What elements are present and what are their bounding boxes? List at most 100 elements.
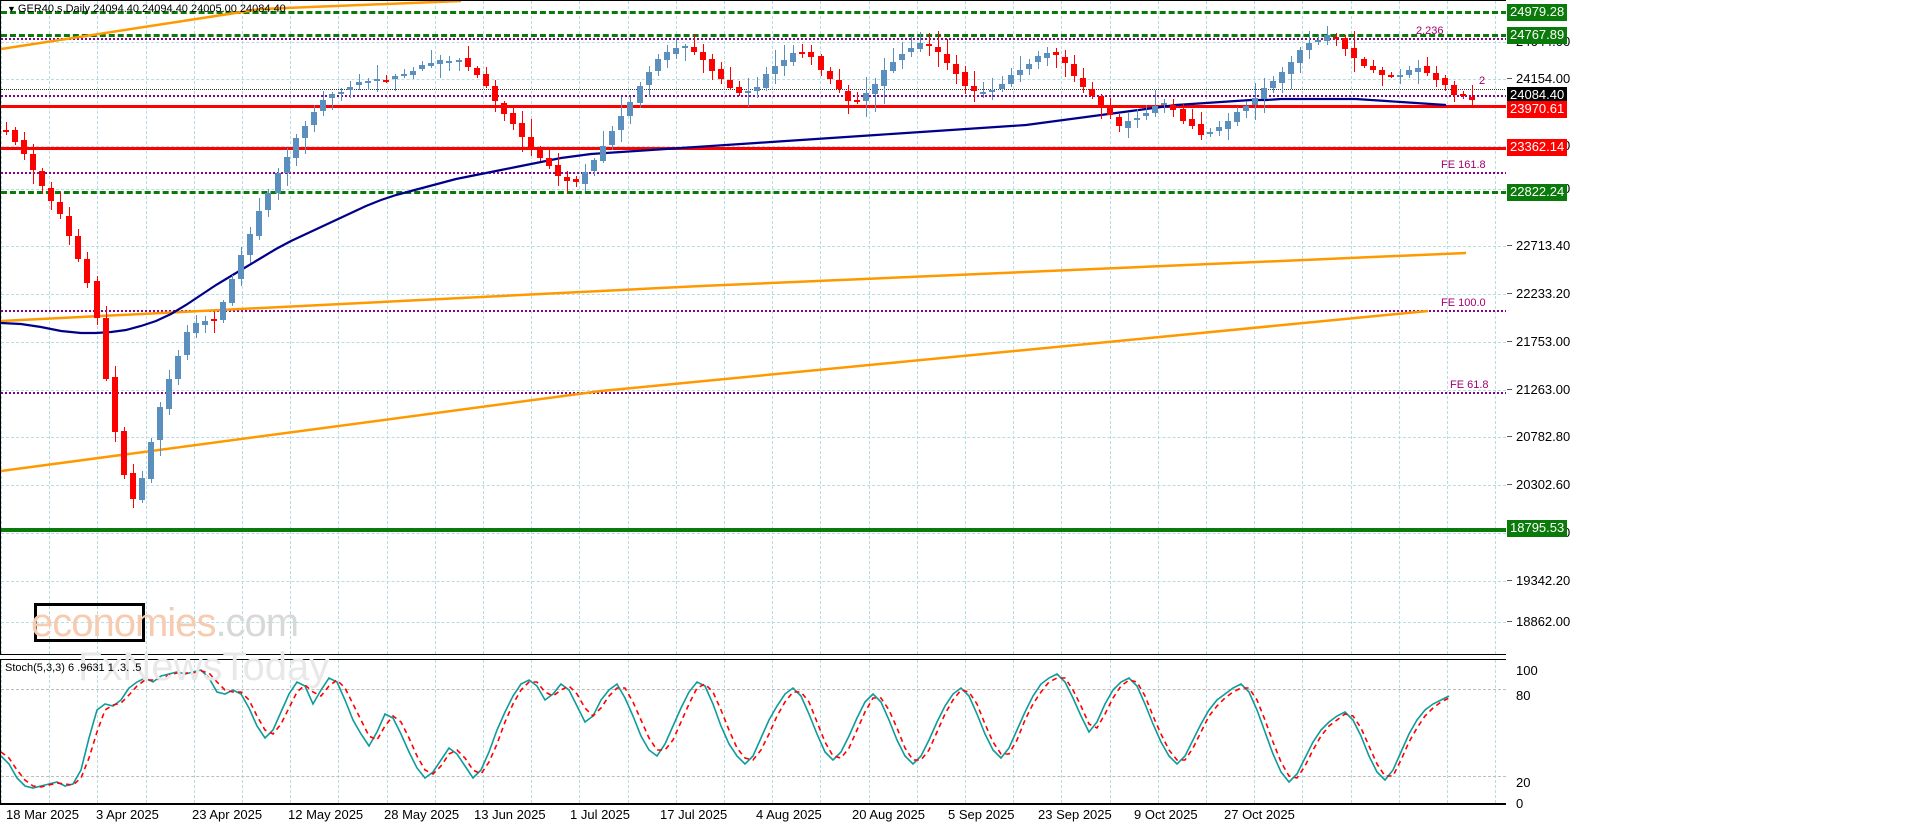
candle-body (1460, 93, 1467, 96)
price-chart-panel[interactable]: ▼ GER40.s,Daily 24094.40 24094.40 24005.0… (0, 0, 1506, 655)
candle-body (1161, 103, 1168, 106)
grid-line-v (97, 660, 99, 803)
grid-line-v (579, 660, 581, 803)
symbol-ohlc-text: GER40.s,Daily 24094.40 24094.40 24005.00… (17, 3, 286, 15)
stochastic-indicator-panel[interactable]: Stoch(5,3,3) 6 .9631 1 .3. .5 (0, 659, 1506, 804)
candle-body (745, 91, 752, 94)
candle-body (319, 99, 326, 112)
candle-wick (856, 91, 858, 104)
fib-label: FE 61.8 (1450, 379, 1489, 391)
candle-body (1007, 74, 1014, 85)
candle-wick (983, 81, 985, 99)
candle-body (111, 376, 118, 433)
axis-tick-mark (1507, 580, 1512, 581)
support-18795-line[interactable] (1, 528, 1506, 532)
candle-body (717, 69, 724, 79)
candle-wick (386, 75, 388, 83)
price-axis[interactable] (1506, 0, 1916, 840)
grid-line-v (483, 660, 484, 803)
candle-body (3, 129, 9, 132)
grid-line-v (1495, 660, 1497, 803)
grid-line-v (386, 660, 388, 803)
candle-body (763, 73, 770, 88)
candle-body (1025, 64, 1032, 69)
resistance-24767-line[interactable] (1, 34, 1506, 37)
fib-2236-line[interactable] (1, 38, 1506, 40)
candle-wick (911, 36, 912, 57)
price-tag-green[interactable]: 24979.28 (1507, 4, 1568, 21)
candle-wick (358, 73, 360, 90)
candle-body (1125, 121, 1132, 129)
candle-body (908, 47, 914, 53)
chart-symbol-header: ▼ GER40.s,Daily 24094.40 24094.40 24005.0… (7, 3, 286, 15)
triangle-down-icon[interactable]: ▼ (7, 4, 16, 14)
date-axis-label: 20 Aug 2025 (852, 807, 926, 822)
candle-body (75, 235, 82, 260)
grid-line-h (1, 79, 1506, 80)
candle-body (935, 47, 942, 53)
candle-body (102, 317, 109, 379)
date-axis-label: 4 Aug 2025 (756, 807, 822, 822)
candle-body (518, 122, 525, 138)
price-tag-green[interactable]: 18795.53 (1507, 520, 1568, 537)
stoch-scale-label: 20 (1516, 775, 1531, 790)
candle-body (1061, 56, 1068, 64)
candle-body (1396, 74, 1403, 78)
candle-body (283, 156, 290, 173)
grid-line-v (531, 660, 533, 803)
candle-body (1197, 124, 1204, 135)
axis-tick-mark (1507, 621, 1512, 622)
candle-body (374, 79, 381, 82)
date-axis-label: 17 Jul 2025 (660, 807, 728, 822)
candle-body (48, 187, 55, 201)
candle-wick (395, 73, 397, 92)
stochastic-label-text: Stoch(5,3,3) 6 .9631 1 .3. .5 (5, 662, 142, 674)
candle-body (971, 85, 978, 91)
candle-wick (802, 43, 804, 59)
candle-body (1306, 42, 1313, 50)
candle-body (871, 84, 878, 94)
candle-body (844, 91, 851, 101)
candle-body (835, 79, 842, 90)
candle-body (1134, 118, 1141, 121)
candle-body (93, 281, 100, 319)
candle-wick (458, 57, 460, 72)
candle-wick (1472, 84, 1474, 108)
candle-body (600, 145, 607, 162)
price-tag-green[interactable]: 24767.89 (1507, 27, 1568, 44)
grid-line-v (193, 660, 195, 803)
price-tag-red[interactable]: 23362.14 (1507, 139, 1568, 156)
grid-line-h (1, 581, 1506, 582)
candle-body (1034, 56, 1041, 63)
candle-body (383, 79, 390, 82)
candle-body (989, 90, 996, 93)
stoch-level-20 (1, 689, 1506, 690)
grid-line-v (772, 660, 774, 803)
axis-tick-mark (1507, 389, 1512, 390)
price-tag-green[interactable]: 22822.24 (1507, 184, 1568, 201)
candle-body (681, 46, 688, 49)
grid-line-h (1, 485, 1506, 486)
axis-tick-mark (1507, 436, 1512, 437)
resistance-24979-line[interactable] (1, 11, 1506, 14)
grid-line-v (1350, 660, 1352, 803)
candle-body (1251, 97, 1258, 105)
price-tag-black[interactable]: 24084.40 (1507, 87, 1568, 104)
date-axis-label: 5 Sep 2025 (948, 807, 1015, 822)
candle-body (1441, 78, 1448, 86)
pivot-dotted-line[interactable] (1, 89, 1506, 90)
candle-body (799, 51, 806, 54)
candle-wick (1064, 50, 1066, 78)
price-tag-red[interactable]: 23970.61 (1507, 101, 1568, 118)
stoch-scale-label: 100 (1516, 663, 1538, 678)
candle-body (1206, 132, 1213, 135)
candle-body (898, 53, 905, 61)
candle-body (1215, 127, 1222, 131)
grid-line-v (434, 660, 436, 803)
candle-body (555, 164, 562, 177)
axis-tick-label: 24154.00 (1516, 71, 1571, 86)
fib-2000-line[interactable] (1, 95, 1506, 97)
grid-line-v (1206, 660, 1207, 803)
candle-body (265, 193, 272, 211)
candle-body (1260, 87, 1267, 99)
